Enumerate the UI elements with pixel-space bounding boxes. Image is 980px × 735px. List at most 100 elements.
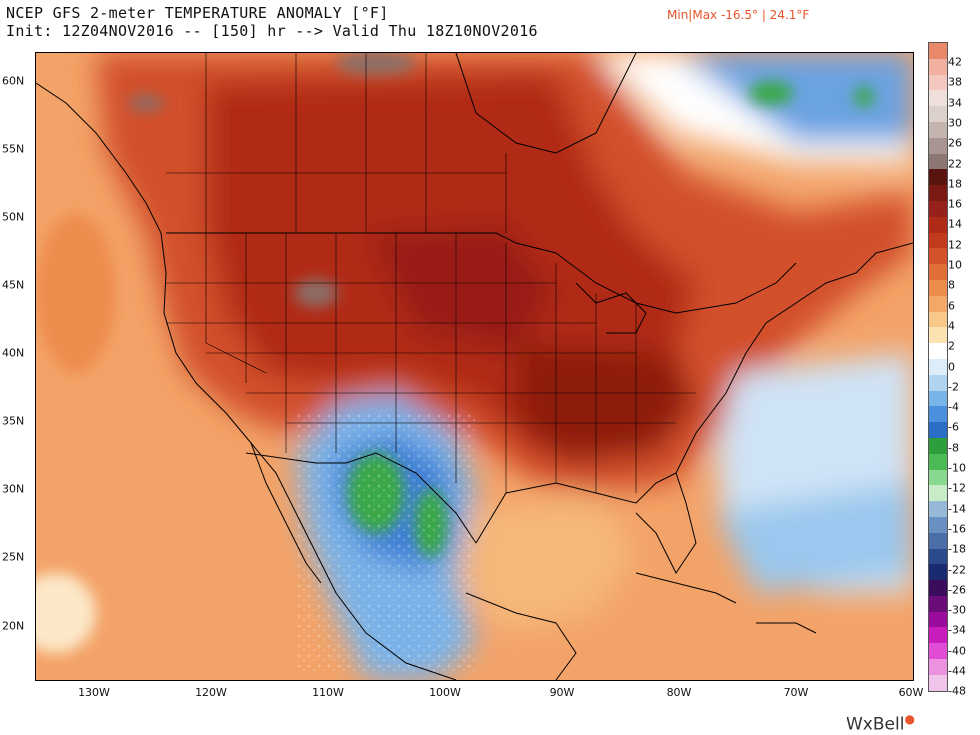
color-scale-swatch xyxy=(929,43,947,59)
hudson-bay-coast xyxy=(455,53,637,154)
color-scale-label: -44 xyxy=(948,664,966,678)
lon-label-130w: 130W xyxy=(78,686,110,699)
mexico-speckle-texture xyxy=(296,413,476,673)
map-title: NCEP GFS 2-meter TEMPERATURE ANOMALY [°F… xyxy=(6,4,389,22)
color-scale-swatch xyxy=(929,564,947,581)
lat-label-55n: 55N xyxy=(2,142,25,156)
us-canada-border xyxy=(166,232,797,314)
arctic-extreme xyxy=(336,53,416,75)
pacific-coastline xyxy=(36,82,457,680)
lat-label-25n: 25N xyxy=(2,550,25,564)
rockies-extreme-1 xyxy=(294,279,338,307)
gulf-mild-anomaly xyxy=(466,493,636,633)
cuba-outline xyxy=(635,572,737,604)
color-scale-swatch xyxy=(929,358,947,375)
color-scale-swatch xyxy=(929,185,947,201)
lon-label-100w: 100W xyxy=(429,686,461,699)
anomaly-map xyxy=(35,52,914,681)
hispaniola-outline xyxy=(756,622,817,634)
gulf-coastline xyxy=(475,472,697,574)
color-scale-swatch xyxy=(929,422,947,438)
color-scale-swatch xyxy=(929,153,947,170)
color-scale-label: 16 xyxy=(948,197,962,211)
southeast-warm-max xyxy=(516,343,696,463)
color-scale-label: 8 xyxy=(948,278,955,292)
pacific-warm-blob xyxy=(36,213,116,373)
lon-label-120w: 120W xyxy=(195,686,227,699)
color-scale-label: -6 xyxy=(948,420,959,434)
lat-label-20n: 20N xyxy=(2,619,25,633)
color-scale-label: 22 xyxy=(948,157,962,170)
color-scale-label: 30 xyxy=(948,116,962,130)
color-scale-label: 2 xyxy=(948,339,955,353)
lat-label-60n: 60N xyxy=(2,74,25,88)
color-scale-swatch xyxy=(929,516,947,533)
lon-label-80w: 80W xyxy=(666,686,692,699)
color-scale-swatch xyxy=(929,279,947,296)
color-scale-label: -30 xyxy=(948,603,966,617)
color-scale-swatch xyxy=(929,106,947,122)
lon-label-70w: 70W xyxy=(783,686,809,699)
valid-time-line: Init: 12Z04NOV2016 -- [150] hr --> Valid… xyxy=(6,22,538,40)
color-scale-swatch xyxy=(929,406,947,423)
color-scale-label: 26 xyxy=(948,136,962,150)
color-scale-swatch xyxy=(929,137,947,154)
color-scale-label: 10 xyxy=(948,258,962,272)
color-scale-swatch xyxy=(929,643,947,660)
color-scale-label: 18 xyxy=(948,177,962,191)
color-scale-swatch xyxy=(929,453,947,470)
color-scale-label: 38 xyxy=(948,75,962,89)
lon-label-110w: 110W xyxy=(312,686,344,699)
brand-name: WxBell xyxy=(846,714,905,735)
color-scale-swatch xyxy=(929,264,947,280)
wxbell-logo: WxBell● xyxy=(846,712,915,735)
anomaly-map-svg xyxy=(36,53,913,680)
color-scale-swatch xyxy=(929,327,947,344)
color-scale-label: 0 xyxy=(948,360,955,373)
baja-peninsula xyxy=(250,442,322,584)
lon-label-90w: 90W xyxy=(549,686,575,699)
color-scale-label: 12 xyxy=(948,238,962,252)
color-scale-swatch xyxy=(929,595,947,612)
color-scale-label: -12 xyxy=(948,481,966,495)
color-scale-label: -18 xyxy=(948,542,966,556)
color-scale-label: -26 xyxy=(948,583,966,597)
color-scale-label: 6 xyxy=(948,299,955,313)
color-scale-swatch xyxy=(929,390,947,407)
color-scale-swatch xyxy=(929,58,947,75)
pacific-cool-patch xyxy=(36,573,96,653)
yucatan-coastline xyxy=(465,592,577,680)
rockies-extreme-2 xyxy=(128,95,164,111)
lat-label-35n: 35N xyxy=(2,414,25,428)
color-scale-label: -8 xyxy=(948,441,959,455)
color-scale-swatch xyxy=(929,311,947,328)
color-scale-label: 42 xyxy=(948,55,962,69)
color-scale-swatch xyxy=(929,74,947,91)
lon-label-60w: 60W xyxy=(898,686,924,699)
color-scale-label: -14 xyxy=(948,502,966,516)
brand-dot-icon: ● xyxy=(904,712,915,726)
color-scale-swatch xyxy=(929,580,947,596)
atlantic-coastline xyxy=(675,242,913,474)
min-max-readout: Min|Max -16.5° | 24.1°F xyxy=(667,8,810,22)
color-scale-swatch xyxy=(929,437,947,454)
color-scale-bar xyxy=(928,42,948,692)
color-scale-swatch xyxy=(929,343,947,359)
us-mexico-border xyxy=(245,452,477,544)
color-scale-swatch xyxy=(929,532,947,549)
labrador-green-core xyxy=(749,81,793,105)
color-scale-swatch xyxy=(929,90,947,107)
color-scale-swatch xyxy=(929,469,947,486)
color-scale-swatch xyxy=(929,501,947,517)
color-scale-label: -48 xyxy=(948,684,966,698)
lat-label-30n: 30N xyxy=(2,482,25,496)
color-scale-swatch xyxy=(929,611,947,628)
color-scale-swatch xyxy=(929,674,947,691)
color-scale-label: -40 xyxy=(948,644,966,658)
plains-warm-max xyxy=(366,223,556,353)
color-scale-label: 34 xyxy=(948,96,962,110)
labrador-cold-core xyxy=(676,53,913,143)
state-province-lines xyxy=(166,53,696,493)
color-scale-label: -34 xyxy=(948,623,966,637)
color-scale-label: -2 xyxy=(948,380,959,394)
